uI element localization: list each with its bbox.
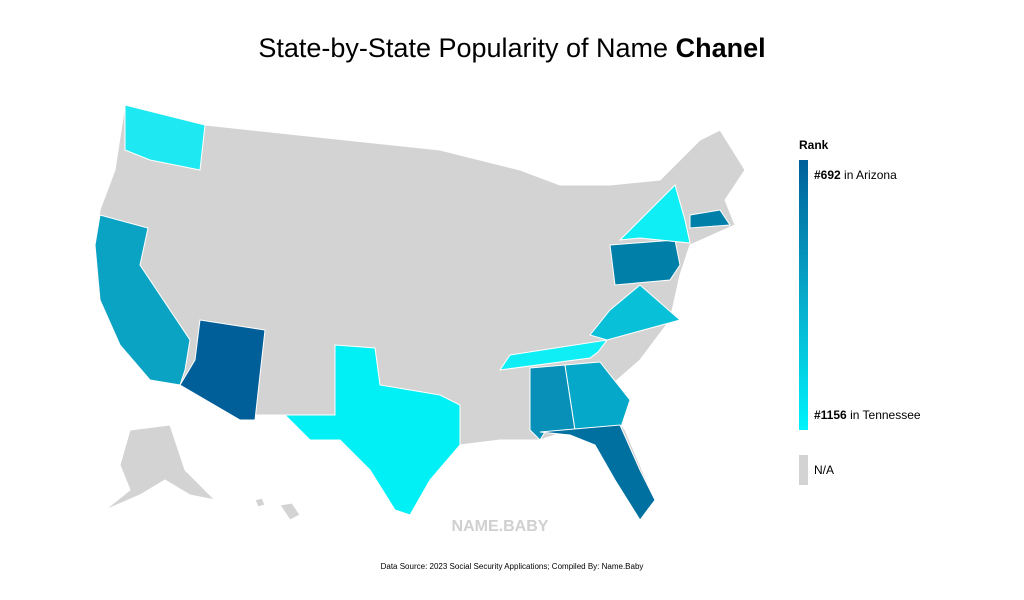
alaska [104,424,217,511]
state [564,361,631,431]
hawaii [254,497,301,521]
legend-bottom: #1156 in Tennessee [814,408,921,422]
map: NAME.BABY [94,104,746,535]
legend-top-state: in Arizona [844,168,897,182]
title-text: State-by-State Popularity of Name [258,33,668,63]
legend-na: N/A [814,463,834,477]
state [539,424,656,521]
watermark: NAME.BABY [452,518,549,535]
legend: Rank #692 in Arizona #1156 in Tennessee … [799,138,921,485]
title-name: Chanel [676,33,766,63]
legend-top-rank: #692 [814,168,841,182]
state [283,344,461,516]
legend-bottom-state: in Tennessee [850,408,921,422]
state [589,284,682,341]
state [179,319,266,421]
state [498,339,609,371]
legend-top: #692 in Arizona [814,168,897,182]
legend-heading: Rank [799,138,829,152]
state [618,184,691,244]
state [124,104,206,171]
state [609,239,681,286]
state [689,209,731,229]
legend-bottom-rank: #1156 [814,408,847,422]
legend-gradient [799,160,808,430]
source: Data Source: 2023 Social Security Applic… [381,562,644,571]
legend-na-swatch [799,455,808,485]
title: State-by-State Popularity of Name Chanel [258,33,765,63]
